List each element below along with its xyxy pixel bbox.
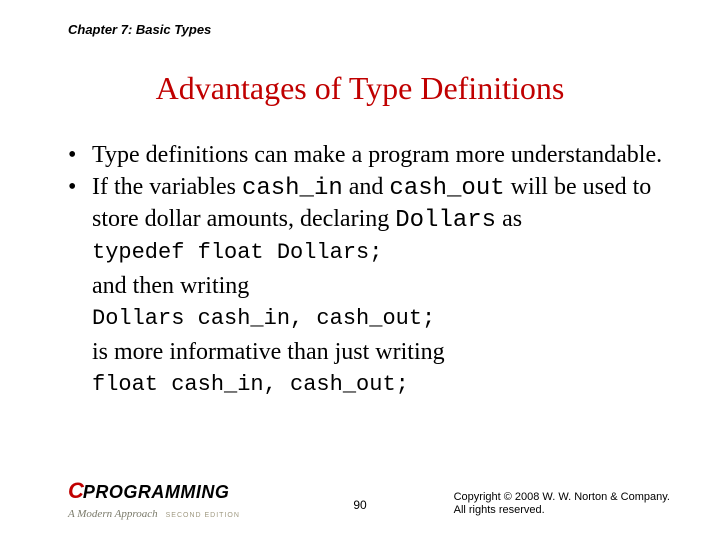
bullet-item: • If the variables cash_in and cash_out … xyxy=(68,172,670,236)
body-line: is more informative than just writing xyxy=(92,336,670,368)
text-fragment: If the variables xyxy=(92,174,242,200)
inline-code: cash_in xyxy=(242,175,343,202)
code-line: Dollars cash_in, cash_out; xyxy=(92,304,670,334)
bullet-text: Type definitions can make a program more… xyxy=(92,140,670,170)
content-area: • Type definitions can make a program mo… xyxy=(68,140,670,402)
bullet-text: If the variables cash_in and cash_out wi… xyxy=(92,172,670,236)
logo-edition: SECOND EDITION xyxy=(166,512,240,519)
copyright-line: All rights reserved. xyxy=(454,504,670,518)
bullet-marker: • xyxy=(68,172,92,236)
bullet-item: • Type definitions can make a program mo… xyxy=(68,140,670,170)
code-line: typedef float Dollars; xyxy=(92,238,670,268)
page-title: Advantages of Type Definitions xyxy=(0,70,720,107)
inline-code: Dollars xyxy=(395,207,496,234)
code-line: float cash_in, cash_out; xyxy=(92,370,670,400)
copyright-notice: Copyright © 2008 W. W. Norton & Company.… xyxy=(454,491,670,519)
text-fragment: as xyxy=(496,206,522,232)
copyright-line: Copyright © 2008 W. W. Norton & Company. xyxy=(454,491,670,505)
text-fragment: and xyxy=(343,174,390,200)
footer: CPROGRAMMING A Modern Approach SECOND ED… xyxy=(0,482,720,522)
body-line: and then writing xyxy=(92,270,670,302)
inline-code: cash_out xyxy=(389,175,504,202)
chapter-header: Chapter 7: Basic Types xyxy=(68,22,211,37)
bullet-marker: • xyxy=(68,140,92,170)
